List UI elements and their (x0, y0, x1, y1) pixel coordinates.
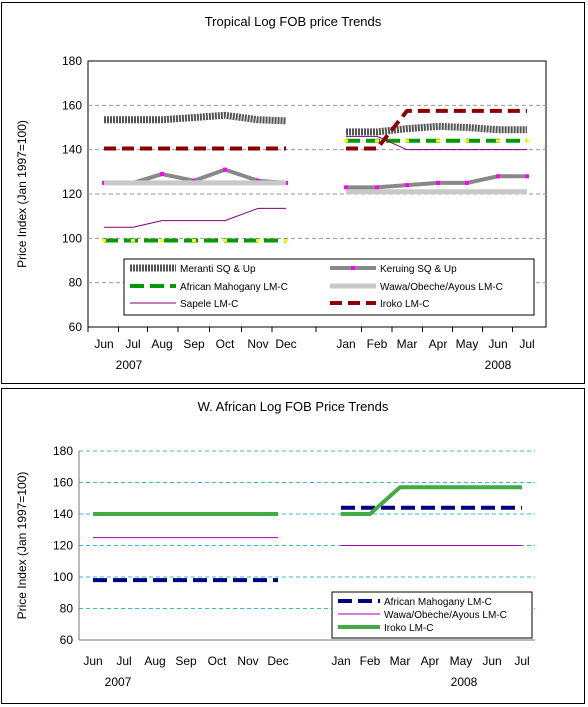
w-african-chart-svg: 60 80 100 120 140 160 180 Price Index (Jan 1997… (15, 444, 535, 689)
x-tick-label: Sep (175, 654, 197, 668)
x-tick-label: Dec (275, 337, 296, 351)
x-tick-label: Jun (482, 654, 501, 668)
x-tick-label: Feb (360, 654, 381, 668)
x-tick-label: Jan (331, 654, 350, 668)
y-axis-label: Price Index (Jan 1997=100) (15, 472, 29, 620)
data-point (405, 183, 409, 188)
y-tick-label: 180 (62, 54, 82, 68)
y-tick-label: 100 (62, 231, 82, 245)
x-tick-label: Sep (183, 337, 205, 351)
series-line (346, 122, 527, 136)
chart-title: W. African Log FOB Price Trends (197, 399, 389, 414)
legend-label: Sapele LM-C (180, 299, 238, 310)
x-tick-label: Jul (519, 337, 534, 351)
x-tick-label: Jul (125, 337, 140, 351)
tropical-chart-svg: 60 80 100 120 140 160 180 Price Index (Jan 1997… (15, 54, 547, 372)
series-line (346, 135, 527, 151)
y-tick-label: 140 (53, 507, 73, 521)
series-line (104, 111, 287, 125)
y-tick-label: 180 (53, 444, 73, 458)
x-tick-label: Oct (208, 654, 227, 668)
legend-label: Iroko LM-C (384, 623, 433, 634)
x-tick-label: Mar (390, 654, 411, 668)
x-tick-label: May (450, 654, 473, 668)
y-tick-label: 160 (53, 476, 73, 490)
x-tick-label: Aug (144, 654, 165, 668)
legend-label: African Mahogany LM-C (384, 597, 492, 608)
data-point (465, 180, 469, 185)
year-label: 2007 (116, 358, 143, 372)
chart-panel-w-african: W. African Log FOB Price Trends 60 80 100 1… (1, 388, 585, 704)
x-tick-label: Apr (429, 337, 448, 351)
x-tick-label: Jun (488, 337, 507, 351)
data-point (436, 180, 440, 185)
legend-label: Meranti SQ & Up (180, 264, 256, 275)
legend-label: Iroko LM-C (380, 299, 429, 310)
x-tick-label: Jul (514, 654, 529, 668)
series-line (341, 485, 522, 516)
data-point (525, 174, 529, 179)
x-tick-label: Oct (216, 337, 235, 351)
data-point (160, 172, 164, 177)
data-point (496, 174, 500, 179)
chart-panel-tropical: Tropical Log FOB price Trends 60 80 100 120… (1, 2, 585, 384)
x-tick-label: Nov (237, 654, 258, 668)
y-axis-label: Price Index (Jan 1997=100) (15, 120, 29, 268)
x-tick-label: Apr (421, 654, 440, 668)
data-point (375, 185, 379, 190)
year-label: 2007 (105, 675, 132, 689)
y-tick-label: 60 (69, 320, 83, 334)
x-tick-label: May (456, 337, 479, 351)
y-tick-label: 160 (62, 98, 82, 112)
series-line (346, 108, 527, 151)
y-tick-label: 120 (62, 187, 82, 201)
data-point (405, 139, 409, 143)
legend-label: African Mahogany LM-C (180, 282, 288, 293)
y-tick-label: 120 (53, 539, 73, 553)
x-tick-label: Dec (267, 654, 288, 668)
legend-label: Wawa/Obeche/Ayous LM-C (384, 610, 507, 621)
x-tick-label: Jun (94, 337, 113, 351)
x-tick-label: Feb (367, 337, 388, 351)
data-point (344, 185, 348, 190)
data-point (436, 139, 440, 143)
chart-title: Tropical Log FOB price Trends (204, 14, 382, 29)
x-tick-label: Jan (336, 337, 355, 351)
series-line (104, 207, 286, 228)
x-tick-label: Jun (83, 654, 102, 668)
x-tick-label: Aug (151, 337, 172, 351)
y-tick-label: 140 (62, 143, 82, 157)
data-point (375, 139, 379, 143)
legend-marker (351, 266, 355, 270)
data-point (131, 239, 135, 243)
data-point (160, 239, 164, 243)
year-label: 2008 (451, 675, 478, 689)
data-point (344, 139, 348, 143)
y-tick-label: 60 (60, 633, 74, 647)
legend-label: Keruing SQ & Up (380, 264, 457, 275)
x-tick-label: Nov (247, 337, 268, 351)
data-point (284, 239, 288, 243)
year-label: 2008 (485, 358, 512, 372)
x-tick-label: Jul (116, 654, 131, 668)
data-point (223, 239, 227, 243)
data-point (496, 139, 500, 143)
y-tick-label: 80 (60, 602, 74, 616)
y-tick-label: 100 (53, 570, 73, 584)
y-tick-label: 80 (69, 276, 83, 290)
data-point (223, 167, 227, 172)
data-point (102, 239, 106, 243)
legend-box (123, 258, 535, 316)
data-point (525, 139, 529, 143)
legend-label: Wawa/Obeche/Ayous LM-C (380, 282, 503, 293)
x-tick-label: Mar (397, 337, 418, 351)
data-point (465, 139, 469, 143)
data-point (192, 239, 196, 243)
data-point (256, 239, 260, 243)
